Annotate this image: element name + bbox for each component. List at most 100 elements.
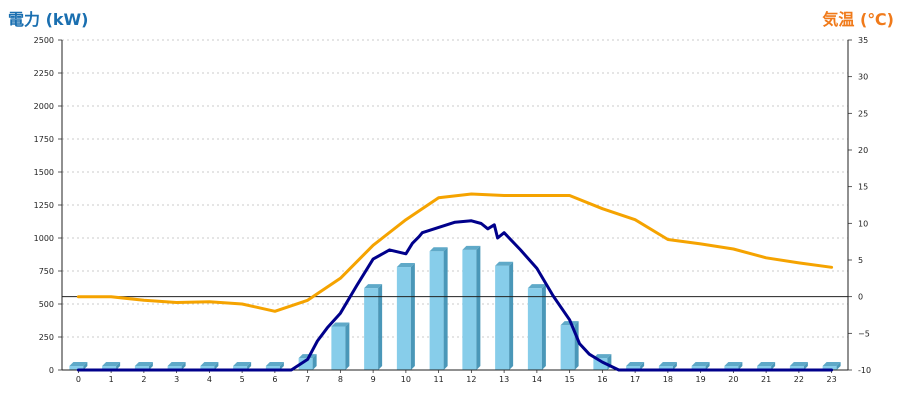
bar-front <box>560 325 575 370</box>
bar-side <box>148 362 153 370</box>
right-tick-label: -10 <box>858 366 871 375</box>
right-tick-label: 5 <box>858 256 863 265</box>
bar-front <box>658 366 673 370</box>
x-tick-label: 1 <box>109 375 114 384</box>
power-bar <box>822 362 841 370</box>
x-tick-label: 8 <box>338 375 343 384</box>
bar-front <box>298 358 313 370</box>
right-tick-label: 0 <box>858 293 863 302</box>
bar-front <box>593 358 608 370</box>
bar-top <box>364 284 383 289</box>
power-line <box>76 219 834 372</box>
bar-side <box>541 284 546 370</box>
power-bar <box>495 261 514 370</box>
bar-top <box>495 261 514 266</box>
bar-front <box>527 288 542 370</box>
bar-top <box>102 362 121 366</box>
power-bar <box>429 247 448 370</box>
x-tick-label: 4 <box>207 375 212 384</box>
power-bar <box>527 284 546 370</box>
x-tick-label: 14 <box>532 375 542 384</box>
right-tick-label: 20 <box>858 146 868 155</box>
power-bar <box>789 362 808 370</box>
power-bar <box>265 362 284 370</box>
left-tick-label: 2000 <box>34 102 54 111</box>
temperature-line <box>76 192 834 313</box>
bar-side <box>836 362 841 370</box>
bar-top <box>331 322 350 327</box>
series-lines <box>76 192 834 372</box>
power-bar <box>200 362 219 370</box>
bar-front <box>495 265 510 370</box>
power-bar <box>724 362 743 370</box>
bar-front <box>134 366 149 370</box>
bar-top <box>691 362 710 366</box>
x-tick-label: 10 <box>401 375 411 384</box>
bar-top <box>724 362 743 366</box>
bar-top <box>527 284 546 289</box>
bar-top <box>462 245 481 250</box>
left-tick-label: 500 <box>39 300 54 309</box>
x-tick-label: 17 <box>630 375 640 384</box>
left-tick-label: 1250 <box>34 201 54 210</box>
bar-side <box>410 263 415 370</box>
power-bar <box>757 362 776 370</box>
bar-front <box>626 366 641 370</box>
bar-side <box>378 284 383 370</box>
bar-front <box>167 366 182 370</box>
bar-side <box>279 362 284 370</box>
x-tick-label: 21 <box>761 375 771 384</box>
x-tick-label: 5 <box>240 375 245 384</box>
bar-side <box>214 362 219 370</box>
power-bar <box>102 362 121 370</box>
bar-side <box>738 362 743 370</box>
bar-front <box>757 366 772 370</box>
x-tick-label: 19 <box>696 375 706 384</box>
x-tick-label: 15 <box>565 375 575 384</box>
bar-side <box>443 247 448 370</box>
bar-side <box>640 362 645 370</box>
bar-front <box>200 366 215 370</box>
x-tick-label: 6 <box>272 375 277 384</box>
bar-front <box>233 366 248 370</box>
x-tick-label: 3 <box>174 375 179 384</box>
bar-top <box>626 362 645 366</box>
power-bar <box>396 263 415 370</box>
tick-labels: 02505007501000125015001750200022502500-1… <box>34 36 871 384</box>
left-tick-label: 0 <box>49 366 54 375</box>
bar-side <box>476 245 481 370</box>
bar-front <box>462 249 477 370</box>
gridlines <box>62 39 848 338</box>
right-tick-label: 30 <box>858 73 868 82</box>
power-bar <box>69 362 88 370</box>
bar-side <box>247 362 252 370</box>
bar-front <box>331 326 346 370</box>
left-tick-label: 2250 <box>34 69 54 78</box>
x-tick-label: 2 <box>141 375 146 384</box>
power-bars <box>69 245 841 370</box>
power-bar <box>233 362 252 370</box>
bar-side <box>771 362 776 370</box>
bar-side <box>181 362 186 370</box>
bar-front <box>364 288 379 370</box>
bar-top <box>233 362 252 366</box>
bar-top <box>69 362 88 366</box>
x-tick-label: 7 <box>305 375 310 384</box>
power-bar <box>364 284 383 370</box>
bar-front <box>724 366 739 370</box>
left-tick-label: 1500 <box>34 168 54 177</box>
bar-top <box>429 247 448 252</box>
bar-front <box>102 366 117 370</box>
power-bar <box>134 362 153 370</box>
bar-front <box>429 251 444 370</box>
x-tick-label: 23 <box>827 375 837 384</box>
x-tick-label: 16 <box>597 375 607 384</box>
bar-side <box>116 362 121 370</box>
right-tick-label: 15 <box>858 183 868 192</box>
left-tick-label: 750 <box>39 267 54 276</box>
power-bar <box>167 362 186 370</box>
bar-front <box>69 366 84 370</box>
x-tick-label: 18 <box>663 375 673 384</box>
x-tick-label: 0 <box>76 375 81 384</box>
right-tick-label: 10 <box>858 219 868 228</box>
